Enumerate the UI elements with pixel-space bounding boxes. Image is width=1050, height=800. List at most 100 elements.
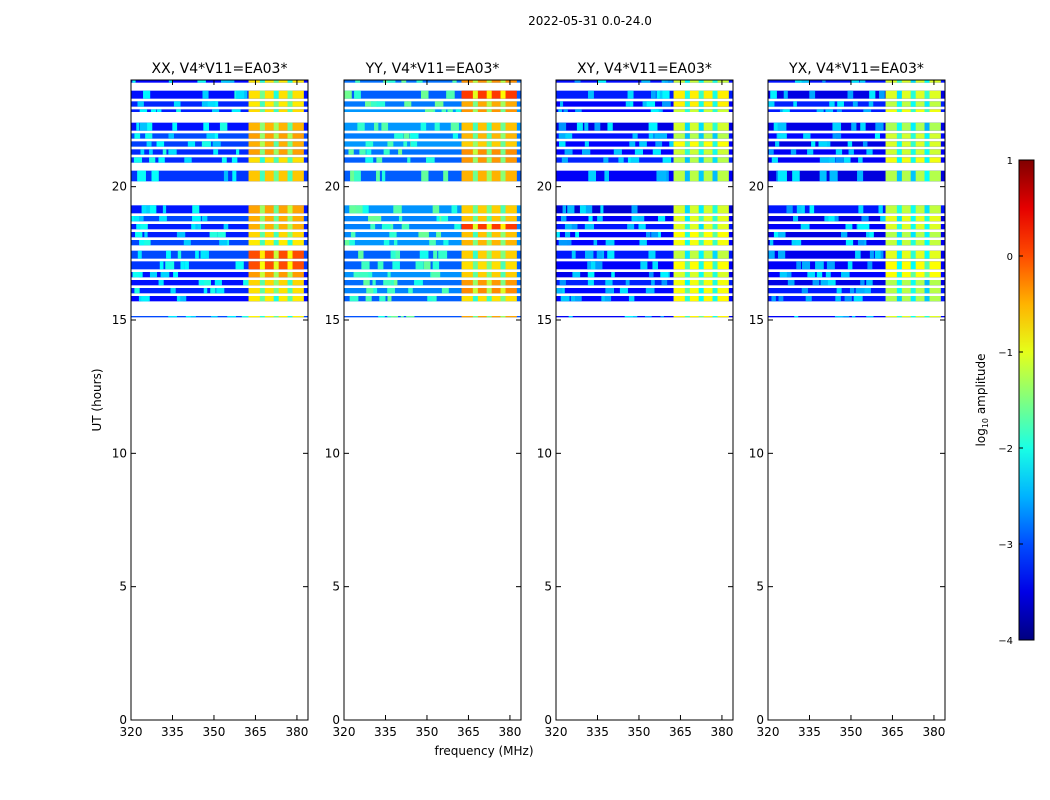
heatmap-band-stripe	[500, 205, 506, 214]
heatmap-band-stripe	[924, 170, 930, 182]
y-tick-label: 0	[119, 713, 127, 727]
heatmap-noise	[840, 232, 848, 238]
heatmap-noise	[221, 157, 227, 163]
heatmap-row	[556, 288, 733, 294]
heatmap-noise	[353, 272, 360, 278]
heatmap-noise	[386, 80, 396, 83]
heatmap-noise	[139, 122, 148, 131]
heatmap-band-stripe	[259, 170, 265, 182]
heatmap-band-stripe	[486, 232, 492, 238]
heatmap-noise	[565, 133, 573, 139]
heatmap-noise	[365, 141, 374, 147]
y-tick-label: 5	[544, 580, 552, 594]
heatmap-band-stripe	[910, 288, 916, 294]
heatmap-noise	[350, 170, 355, 182]
heatmap-band-stripe	[910, 133, 916, 139]
heatmap-band-stripe	[486, 122, 492, 131]
heatmap-band-stripe	[712, 122, 718, 131]
heatmap-band-stripe	[698, 280, 704, 286]
heatmap-noise	[860, 122, 866, 131]
heatmap-band-stripe	[910, 296, 916, 302]
heatmap-noise	[372, 280, 376, 286]
heatmap-band-stripe	[698, 101, 704, 107]
heatmap-noise	[394, 250, 401, 259]
heatmap-band-stripe	[910, 80, 916, 83]
heatmap-noise	[826, 261, 835, 270]
heatmap-noise	[350, 232, 356, 238]
heatmap-band-stripe	[924, 280, 930, 286]
heatmap-band-stripe	[684, 109, 690, 112]
heatmap-band-stripe	[684, 280, 690, 286]
heatmap-noise	[824, 216, 831, 222]
heatmap-noise	[216, 288, 225, 294]
colorbar-tick-label: 1	[1007, 156, 1013, 167]
heatmap-panel-1: YY, V4*V11=EA03* 320 335 350 365 380 0 5 10 15 20	[325, 61, 522, 739]
colorbar-label: log10 amplitude	[973, 353, 991, 447]
heatmap-row	[768, 133, 945, 139]
heatmap-noise	[421, 170, 429, 182]
heatmap-band-stripe	[698, 224, 704, 230]
heatmap-noise	[657, 90, 664, 99]
heatmap-band-stripe	[486, 288, 492, 294]
heatmap-noise	[575, 232, 580, 238]
y-tick-label: 20	[537, 180, 552, 194]
heatmap-noise	[349, 296, 359, 302]
heatmap-noise	[157, 109, 162, 112]
heatmap-band-stripe	[472, 141, 478, 147]
heatmap-noise	[398, 216, 403, 222]
heatmap-noise	[432, 296, 437, 302]
heatmap-band-stripe	[896, 280, 902, 286]
heatmap-band-stripe	[287, 157, 293, 163]
heatmap-band-stripe	[698, 109, 704, 112]
heatmap-band-stripe	[924, 90, 930, 99]
heatmap-noise	[135, 272, 143, 278]
heatmap-noise	[771, 296, 776, 302]
heatmap-band-stripe	[273, 261, 279, 270]
heatmap-band-stripe	[712, 261, 718, 270]
heatmap-noise	[213, 149, 219, 155]
heatmap-noise	[436, 216, 442, 222]
heatmap-noise	[403, 133, 410, 139]
heatmap-band-stripe	[259, 316, 265, 318]
heatmap-band-stripe	[896, 272, 902, 278]
heatmap-noise	[862, 141, 868, 147]
heatmap-band-stripe	[486, 224, 492, 230]
y-tick-label: 20	[112, 180, 127, 194]
heatmap-noise	[393, 205, 402, 214]
heatmap-noise	[835, 296, 841, 302]
heatmap-noise	[201, 101, 208, 107]
heatmap-noise	[850, 80, 860, 83]
heatmap-noise	[650, 109, 659, 112]
heatmap-band-stripe	[273, 101, 279, 107]
heatmap-band-stripe	[698, 232, 704, 238]
heatmap-band-stripe	[910, 101, 916, 107]
heatmap-noise	[845, 224, 853, 230]
heatmap-noise	[170, 288, 174, 294]
heatmap-band-stripe	[924, 216, 930, 222]
heatmap-panel-3: YX, V4*V11=EA03* 320 335 350 365 380 0 5 10 15 20	[749, 61, 946, 739]
heatmap-band-stripe	[472, 157, 478, 163]
heatmap-noise	[851, 122, 857, 131]
heatmap-band-stripe	[684, 149, 690, 155]
heatmap-row	[344, 80, 521, 83]
heatmap-row	[556, 122, 733, 131]
heatmap-panel-0: XX, V4*V11=EA03* 320 335 350 365 380 0 5 10 15 20	[112, 61, 309, 739]
heatmap-noise	[390, 224, 394, 230]
heatmap-noise	[836, 288, 842, 294]
heatmap-band-stripe	[896, 157, 902, 163]
heatmap-noise	[768, 101, 775, 107]
heatmap-row	[131, 149, 308, 155]
heatmap-noise	[773, 232, 780, 238]
heatmap-band-stripe	[698, 122, 704, 131]
heatmap-noise	[828, 216, 836, 222]
heatmap-noise	[855, 250, 861, 259]
heatmap-band-stripe	[472, 205, 478, 214]
heatmap-noise	[853, 296, 863, 302]
heatmap-band-stripe	[500, 280, 506, 286]
heatmap-noise	[849, 288, 855, 294]
heatmap-noise	[594, 122, 601, 131]
heatmap-noise	[376, 170, 380, 182]
heatmap-noise	[177, 250, 182, 259]
heatmap-row	[556, 232, 733, 238]
heatmap-noise	[168, 149, 177, 155]
